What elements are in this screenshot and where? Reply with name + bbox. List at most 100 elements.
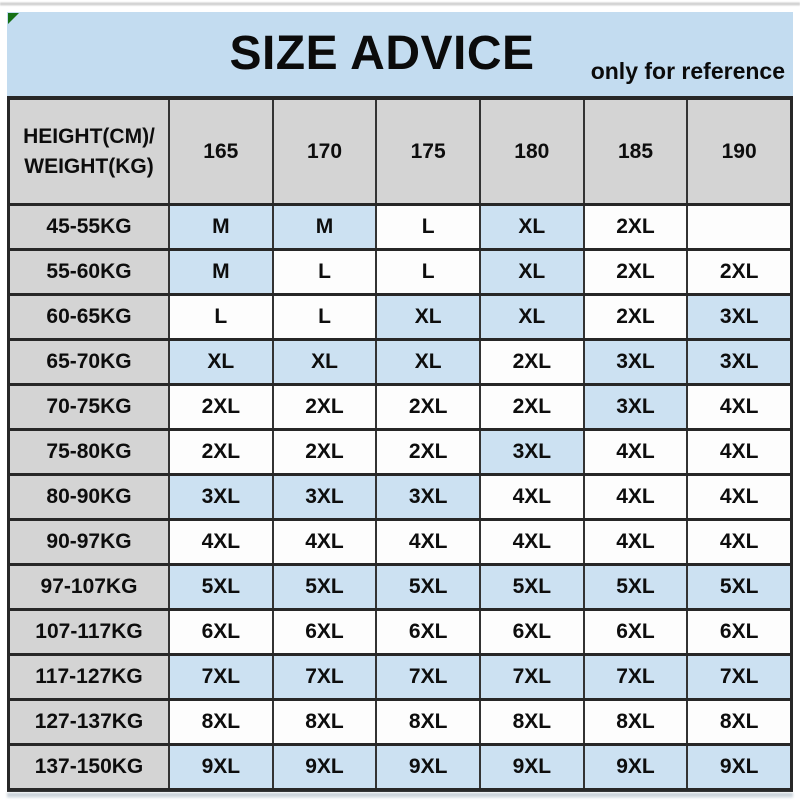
table-row: 75-80KG 2XL 2XL 2XL 3XL 4XL 4XL xyxy=(10,428,790,473)
corner-header-cell: HEIGHT(CM)/ WEIGHT(KG) xyxy=(10,100,168,203)
top-edge-artifact xyxy=(0,2,800,6)
size-cell: 7XL xyxy=(271,656,376,698)
size-cell: 4XL xyxy=(582,476,687,518)
size-cell: L xyxy=(271,296,376,338)
table-row: 55-60KG M L L XL 2XL 2XL xyxy=(10,248,790,293)
size-cell: 3XL xyxy=(478,431,583,473)
size-cell: 3XL xyxy=(686,341,790,383)
size-cell: L xyxy=(168,296,272,338)
row-label: 70-75KG xyxy=(10,386,168,428)
size-cell: 8XL xyxy=(168,701,272,743)
size-cell: 4XL xyxy=(375,521,479,563)
corner-label-line2: WEIGHT(KG) xyxy=(24,154,154,178)
col-header-165: 165 xyxy=(168,100,272,203)
size-cell: 4XL xyxy=(271,521,376,563)
size-cell: 5XL xyxy=(478,566,583,608)
table-row: 90-97KG 4XL 4XL 4XL 4XL 4XL 4XL xyxy=(10,518,790,563)
size-cell: 2XL xyxy=(478,386,583,428)
size-cell: M xyxy=(271,206,376,248)
row-label: 60-65KG xyxy=(10,296,168,338)
row-label: 117-127KG xyxy=(10,656,168,698)
size-cell: 4XL xyxy=(478,521,583,563)
size-cell: 8XL xyxy=(686,701,790,743)
table-row: 45-55KG M M L XL 2XL xyxy=(10,203,790,248)
table-row: 80-90KG 3XL 3XL 3XL 4XL 4XL 4XL xyxy=(10,473,790,518)
size-cell: XL xyxy=(478,251,583,293)
size-cell: 2XL xyxy=(168,431,272,473)
size-cell: 4XL xyxy=(582,521,687,563)
size-cell: 8XL xyxy=(375,701,479,743)
size-cell: 4XL xyxy=(582,431,687,473)
size-cell: 5XL xyxy=(686,566,790,608)
row-label: 137-150KG xyxy=(10,746,168,788)
size-cell: 2XL xyxy=(375,386,479,428)
size-cell: 4XL xyxy=(686,386,790,428)
table-row: 97-107KG 5XL 5XL 5XL 5XL 5XL 5XL xyxy=(10,563,790,608)
size-cell: 3XL xyxy=(686,296,790,338)
size-cell: 7XL xyxy=(375,656,479,698)
row-label: 75-80KG xyxy=(10,431,168,473)
size-cell: 7XL xyxy=(686,656,790,698)
size-cell: 5XL xyxy=(375,566,479,608)
row-label: 45-55KG xyxy=(10,206,168,248)
size-cell: 4XL xyxy=(686,431,790,473)
size-cell: XL xyxy=(375,341,479,383)
title-band: SIZE ADVICE only for reference xyxy=(7,12,793,96)
size-cell: L xyxy=(375,251,479,293)
size-cell: XL xyxy=(478,206,583,248)
size-cell: XL xyxy=(375,296,479,338)
size-cell: XL xyxy=(271,341,376,383)
row-label: 127-137KG xyxy=(10,701,168,743)
size-cell: 6XL xyxy=(686,611,790,653)
page-title: SIZE ADVICE xyxy=(229,27,535,80)
size-cell: 6XL xyxy=(375,611,479,653)
row-label: 107-117KG xyxy=(10,611,168,653)
size-cell: L xyxy=(375,206,479,248)
size-cell: 4XL xyxy=(686,521,790,563)
size-cell: 6XL xyxy=(478,611,583,653)
size-cell: 9XL xyxy=(271,746,376,788)
col-header-175: 175 xyxy=(375,100,479,203)
size-cell: 2XL xyxy=(271,386,376,428)
row-label: 90-97KG xyxy=(10,521,168,563)
size-cell: 9XL xyxy=(686,746,790,788)
size-cell: 7XL xyxy=(582,656,687,698)
size-cell: 3XL xyxy=(582,341,687,383)
size-cell: 5XL xyxy=(271,566,376,608)
row-label: 65-70KG xyxy=(10,341,168,383)
size-cell: 7XL xyxy=(478,656,583,698)
table-row: 60-65KG L L XL XL 2XL 3XL xyxy=(10,293,790,338)
corner-label-line1: HEIGHT(CM)/ xyxy=(23,125,155,149)
table-row: 107-117KG 6XL 6XL 6XL 6XL 6XL 6XL xyxy=(10,608,790,653)
col-header-170: 170 xyxy=(271,100,376,203)
size-cell: XL xyxy=(478,296,583,338)
size-cell: 2XL xyxy=(582,206,687,248)
size-cell: 4XL xyxy=(686,476,790,518)
size-cell: 7XL xyxy=(168,656,272,698)
size-cell: 2XL xyxy=(686,251,790,293)
size-grid: HEIGHT(CM)/ WEIGHT(KG) 165 170 175 180 185 190 4… xyxy=(7,96,793,792)
size-cell: 5XL xyxy=(582,566,687,608)
size-cell: 8XL xyxy=(271,701,376,743)
size-cell: 6XL xyxy=(271,611,376,653)
size-cell: XL xyxy=(168,341,272,383)
size-cell: 3XL xyxy=(168,476,272,518)
size-cell: M xyxy=(168,251,272,293)
table-header-row: HEIGHT(CM)/ WEIGHT(KG) 165 170 175 180 185 190 xyxy=(10,100,790,203)
size-cell: 2XL xyxy=(478,341,583,383)
size-cell: 3XL xyxy=(582,386,687,428)
size-cell: L xyxy=(271,251,376,293)
size-cell: 2XL xyxy=(375,431,479,473)
row-label: 97-107KG xyxy=(10,566,168,608)
size-cell: 2XL xyxy=(168,386,272,428)
table-row: 127-137KG 8XL 8XL 8XL 8XL 8XL 8XL xyxy=(10,698,790,743)
size-cell: 8XL xyxy=(478,701,583,743)
row-label: 80-90KG xyxy=(10,476,168,518)
size-cell: 9XL xyxy=(478,746,583,788)
col-header-190: 190 xyxy=(686,100,790,203)
col-header-180: 180 xyxy=(478,100,583,203)
size-cell: 8XL xyxy=(582,701,687,743)
size-cell: 3XL xyxy=(375,476,479,518)
col-header-185: 185 xyxy=(582,100,687,203)
size-cell: 6XL xyxy=(582,611,687,653)
